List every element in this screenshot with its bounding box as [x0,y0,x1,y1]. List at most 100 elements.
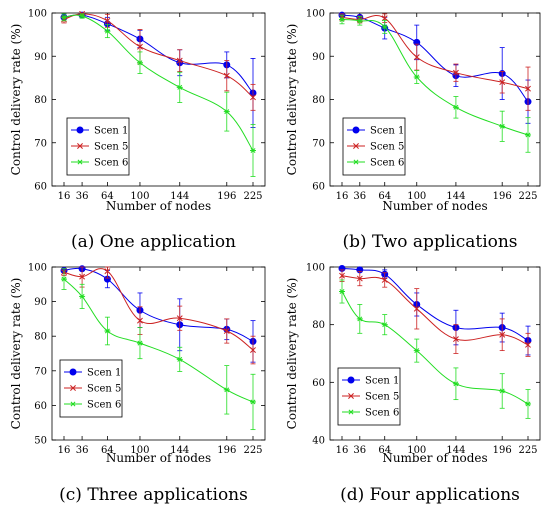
data-point [223,328,230,334]
data-point [381,277,388,283]
legend-marker [70,385,76,391]
subfigure-caption: (a) One application [71,232,236,252]
data-point [136,340,143,346]
y-tick-label: 100 [28,263,47,274]
legend-marker [77,143,83,149]
legend-marker [353,143,359,149]
data-point [356,18,363,24]
y-tick-label: 60 [34,401,47,412]
x-axis-label: Number of nodes [382,199,487,213]
x-tick-label: 225 [243,445,262,456]
legend: Scen 1 Scen 5 Scen 6 [337,367,401,426]
x-tick-label: 196 [217,191,236,202]
legend-label: Scen 6 [370,158,404,169]
x-tick-label: 100 [407,191,426,202]
x-axis-label: Number of nodes [106,451,211,465]
legend-label: Scen 1 [87,368,121,379]
x-tick-label: 100 [407,445,426,456]
data-point [413,305,420,312]
chart-panel-1: 60 70 80 90 100 16 36 64 100 144 196 225 Number of n… [285,9,541,252]
y-tick-label: 70 [312,138,325,149]
y-tick-label: 100 [306,9,325,20]
data-point [381,24,388,30]
y-tick-label: 100 [28,9,47,20]
data-point [250,347,256,353]
series-line [341,14,529,102]
series-line [63,268,254,351]
data-point [525,85,531,92]
data-point [137,317,143,324]
series-line [63,13,254,98]
data-point [452,381,459,387]
series-3 [61,13,256,177]
data-point [339,17,345,22]
data-point [61,276,67,282]
plot-frame [329,266,541,441]
y-tick-label: 90 [34,297,47,308]
y-tick-label: 60 [34,182,47,193]
legend-marker [76,126,84,134]
data-point [223,387,230,393]
legend-label: Scen 6 [365,408,399,419]
x-tick-label: 64 [101,191,114,202]
y-axis-label: Control delivery rate (%) [285,278,299,430]
data-point [381,15,388,22]
legend-label: Scen 5 [365,392,399,403]
legend-label: Scen 5 [94,142,128,153]
series-line [341,275,529,346]
x-tick-label: 144 [170,445,189,456]
y-tick-label: 60 [312,182,325,193]
data-point [525,401,531,407]
series-3 [61,268,256,431]
data-point [356,316,363,322]
data-point [356,275,363,282]
y-tick-label: 50 [34,436,47,447]
data-point [499,331,506,338]
y-tick-label: 70 [34,138,47,149]
data-point [413,348,420,354]
legend-marker [348,393,354,399]
data-point [452,69,459,76]
x-tick-label: 36 [76,191,89,202]
legend-label: Scen 6 [87,400,121,411]
x-tick-label: 100 [130,191,149,202]
legend: Scen 1 Scen 5 Scen 6 [59,359,123,418]
data-point [250,399,256,405]
y-tick-label: 80 [34,332,47,343]
series-1 [60,265,257,363]
y-axis-label: Control delivery rate (%) [285,24,299,176]
data-point [525,132,531,138]
data-point [176,356,183,362]
y-tick-label: 90 [312,52,325,63]
x-tick-label: 196 [493,445,512,456]
data-point [250,94,256,101]
subfigure-caption: (c) Three applications [59,485,248,505]
y-axis-label: Control delivery rate (%) [9,24,23,176]
data-point [79,13,86,19]
x-tick-label: 144 [446,191,465,202]
series-3 [339,14,531,153]
x-axis-label: Number of nodes [106,199,211,213]
x-tick-label: 36 [76,445,89,456]
series-line [341,15,529,90]
x-tick-label: 16 [58,445,71,456]
y-tick-label: 90 [34,52,47,63]
data-point [413,54,420,61]
legend-label: Scen 5 [370,142,404,153]
legend-marker [353,159,359,165]
legend-marker [70,401,76,407]
subfigure-caption: (d) Four applications [340,485,520,505]
data-point [61,14,67,20]
x-tick-label: 144 [170,191,189,202]
data-point [452,336,459,343]
legend-label: Scen 1 [365,376,399,387]
y-tick-label: 100 [306,263,325,274]
legend-label: Scen 1 [370,126,404,137]
data-point [525,341,531,348]
x-tick-label: 100 [130,445,149,456]
data-point [413,74,420,80]
data-point [79,273,86,280]
x-tick-label: 64 [378,445,391,456]
error-bar [104,266,110,279]
